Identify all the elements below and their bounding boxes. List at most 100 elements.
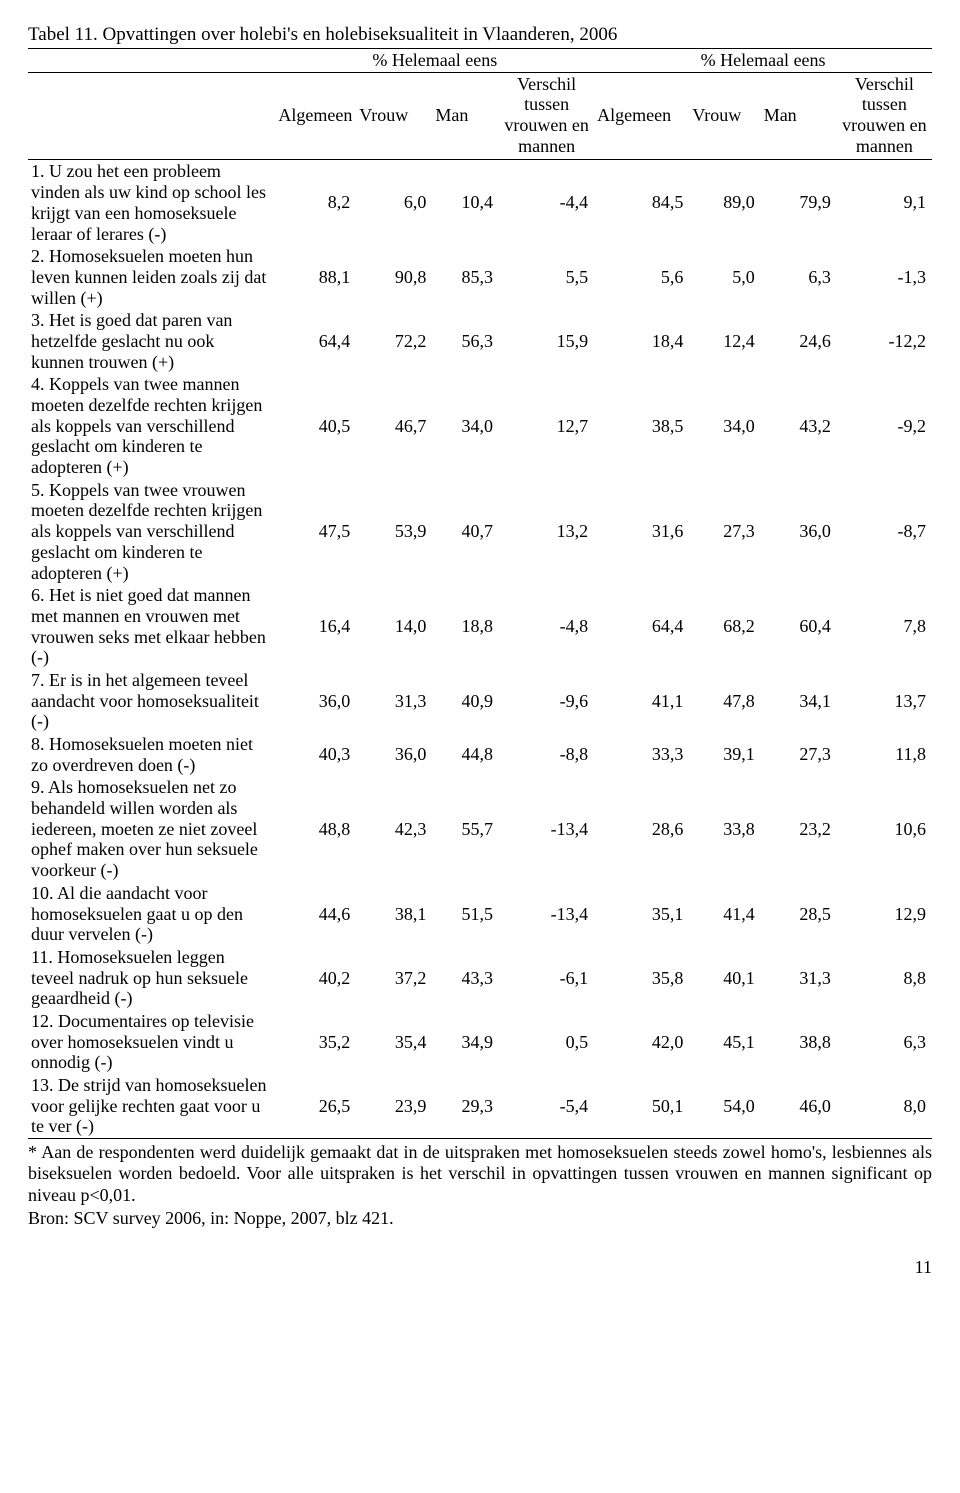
table-row: 3. Het is goed dat paren van hetzelfde g… (28, 309, 932, 373)
group-header-2: % Helemaal eens (594, 49, 932, 73)
cell-value: 90,8 (356, 245, 432, 309)
cell-value: -9,2 (837, 373, 932, 478)
cell-value: 43,3 (432, 946, 499, 1010)
cell-value: 72,2 (356, 309, 432, 373)
cell-value: 45,1 (689, 1010, 760, 1074)
cell-value: 48,8 (275, 776, 356, 881)
cell-value: 44,8 (432, 733, 499, 776)
cell-value: 68,2 (689, 584, 760, 669)
cell-value: 31,6 (594, 479, 689, 584)
cell-value: -4,8 (499, 584, 594, 669)
cell-value: 46,0 (761, 1074, 837, 1139)
cell-value: 40,5 (275, 373, 356, 478)
row-label: 2. Homoseksuelen moeten hun leven kunnen… (28, 245, 275, 309)
col-verschil-1: Verschil tussen vrouwen en mannen (499, 72, 594, 160)
cell-value: 18,4 (594, 309, 689, 373)
col-man-1: Man (432, 72, 499, 160)
cell-value: 43,2 (761, 373, 837, 478)
cell-value: 11,8 (837, 733, 932, 776)
blank-corner (28, 49, 275, 73)
col-vrouw-2: Vrouw (689, 72, 760, 160)
cell-value: 35,4 (356, 1010, 432, 1074)
row-label: 11. Homoseksuelen leggen teveel nadruk o… (28, 946, 275, 1010)
row-label: 7. Er is in het algemeen teveel aandacht… (28, 669, 275, 733)
row-label: 4. Koppels van twee mannen moeten dezelf… (28, 373, 275, 478)
cell-value: 27,3 (689, 479, 760, 584)
cell-value: 53,9 (356, 479, 432, 584)
cell-value: 5,0 (689, 245, 760, 309)
cell-value: 12,9 (837, 882, 932, 946)
cell-value: 46,7 (356, 373, 432, 478)
cell-value: 38,5 (594, 373, 689, 478)
cell-value: -8,8 (499, 733, 594, 776)
cell-value: 14,0 (356, 584, 432, 669)
source-line: Bron: SCV survey 2006, in: Noppe, 2007, … (28, 1208, 932, 1229)
cell-value: 34,0 (689, 373, 760, 478)
cell-value: 36,0 (356, 733, 432, 776)
cell-value: 8,0 (837, 1074, 932, 1139)
cell-value: 38,1 (356, 882, 432, 946)
cell-value: 85,3 (432, 245, 499, 309)
cell-value: 34,1 (761, 669, 837, 733)
footnote: * Aan de respondenten werd duidelijk gem… (28, 1142, 932, 1206)
cell-value: 60,4 (761, 584, 837, 669)
cell-value: -6,1 (499, 946, 594, 1010)
cell-value: 40,7 (432, 479, 499, 584)
cell-value: 6,0 (356, 160, 432, 245)
table-row: 9. Als homoseksuelen net zo behandeld wi… (28, 776, 932, 881)
cell-value: -13,4 (499, 776, 594, 881)
cell-value: 6,3 (761, 245, 837, 309)
cell-value: 33,3 (594, 733, 689, 776)
cell-value: 41,1 (594, 669, 689, 733)
cell-value: 47,8 (689, 669, 760, 733)
cell-value: 5,5 (499, 245, 594, 309)
cell-value: 40,1 (689, 946, 760, 1010)
table-row: 2. Homoseksuelen moeten hun leven kunnen… (28, 245, 932, 309)
cell-value: 29,3 (432, 1074, 499, 1139)
cell-value: 44,6 (275, 882, 356, 946)
table-row: 7. Er is in het algemeen teveel aandacht… (28, 669, 932, 733)
sub-header-row: Algemeen Vrouw Man Verschil tussen vrouw… (28, 72, 932, 160)
cell-value: -5,4 (499, 1074, 594, 1139)
cell-value: 50,1 (594, 1074, 689, 1139)
cell-value: 28,5 (761, 882, 837, 946)
cell-value: 36,0 (761, 479, 837, 584)
row-label: 9. Als homoseksuelen net zo behandeld wi… (28, 776, 275, 881)
cell-value: -1,3 (837, 245, 932, 309)
cell-value: 54,0 (689, 1074, 760, 1139)
table-row: 12. Documentaires op televisie over homo… (28, 1010, 932, 1074)
cell-value: 38,8 (761, 1010, 837, 1074)
cell-value: 23,9 (356, 1074, 432, 1139)
data-table: % Helemaal eens % Helemaal eens Algemeen… (28, 48, 932, 1139)
cell-value: 36,0 (275, 669, 356, 733)
row-label: 10. Al die aandacht voor homoseksuelen g… (28, 882, 275, 946)
cell-value: 88,1 (275, 245, 356, 309)
col-man-2: Man (761, 72, 837, 160)
cell-value: 16,4 (275, 584, 356, 669)
cell-value: 64,4 (275, 309, 356, 373)
group-header-row: % Helemaal eens % Helemaal eens (28, 49, 932, 73)
cell-value: 39,1 (689, 733, 760, 776)
row-label: 12. Documentaires op televisie over homo… (28, 1010, 275, 1074)
cell-value: 34,0 (432, 373, 499, 478)
table-row: 11. Homoseksuelen leggen teveel nadruk o… (28, 946, 932, 1010)
table-row: 10. Al die aandacht voor homoseksuelen g… (28, 882, 932, 946)
table-row: 6. Het is niet goed dat mannen met manne… (28, 584, 932, 669)
cell-value: -9,6 (499, 669, 594, 733)
cell-value: 13,7 (837, 669, 932, 733)
row-label: 8. Homoseksuelen moeten niet zo overdrev… (28, 733, 275, 776)
blank-subheader (28, 72, 275, 160)
cell-value: 8,8 (837, 946, 932, 1010)
cell-value: 55,7 (432, 776, 499, 881)
cell-value: 31,3 (761, 946, 837, 1010)
cell-value: -13,4 (499, 882, 594, 946)
cell-value: 42,0 (594, 1010, 689, 1074)
col-algemeen-1: Algemeen (275, 72, 356, 160)
table-row: 1. U zou het een probleem vinden als uw … (28, 160, 932, 245)
cell-value: 12,4 (689, 309, 760, 373)
cell-value: 10,6 (837, 776, 932, 881)
table-title: Tabel 11. Opvattingen over holebi's en h… (28, 24, 932, 46)
cell-value: 40,9 (432, 669, 499, 733)
cell-value: 5,6 (594, 245, 689, 309)
cell-value: 47,5 (275, 479, 356, 584)
